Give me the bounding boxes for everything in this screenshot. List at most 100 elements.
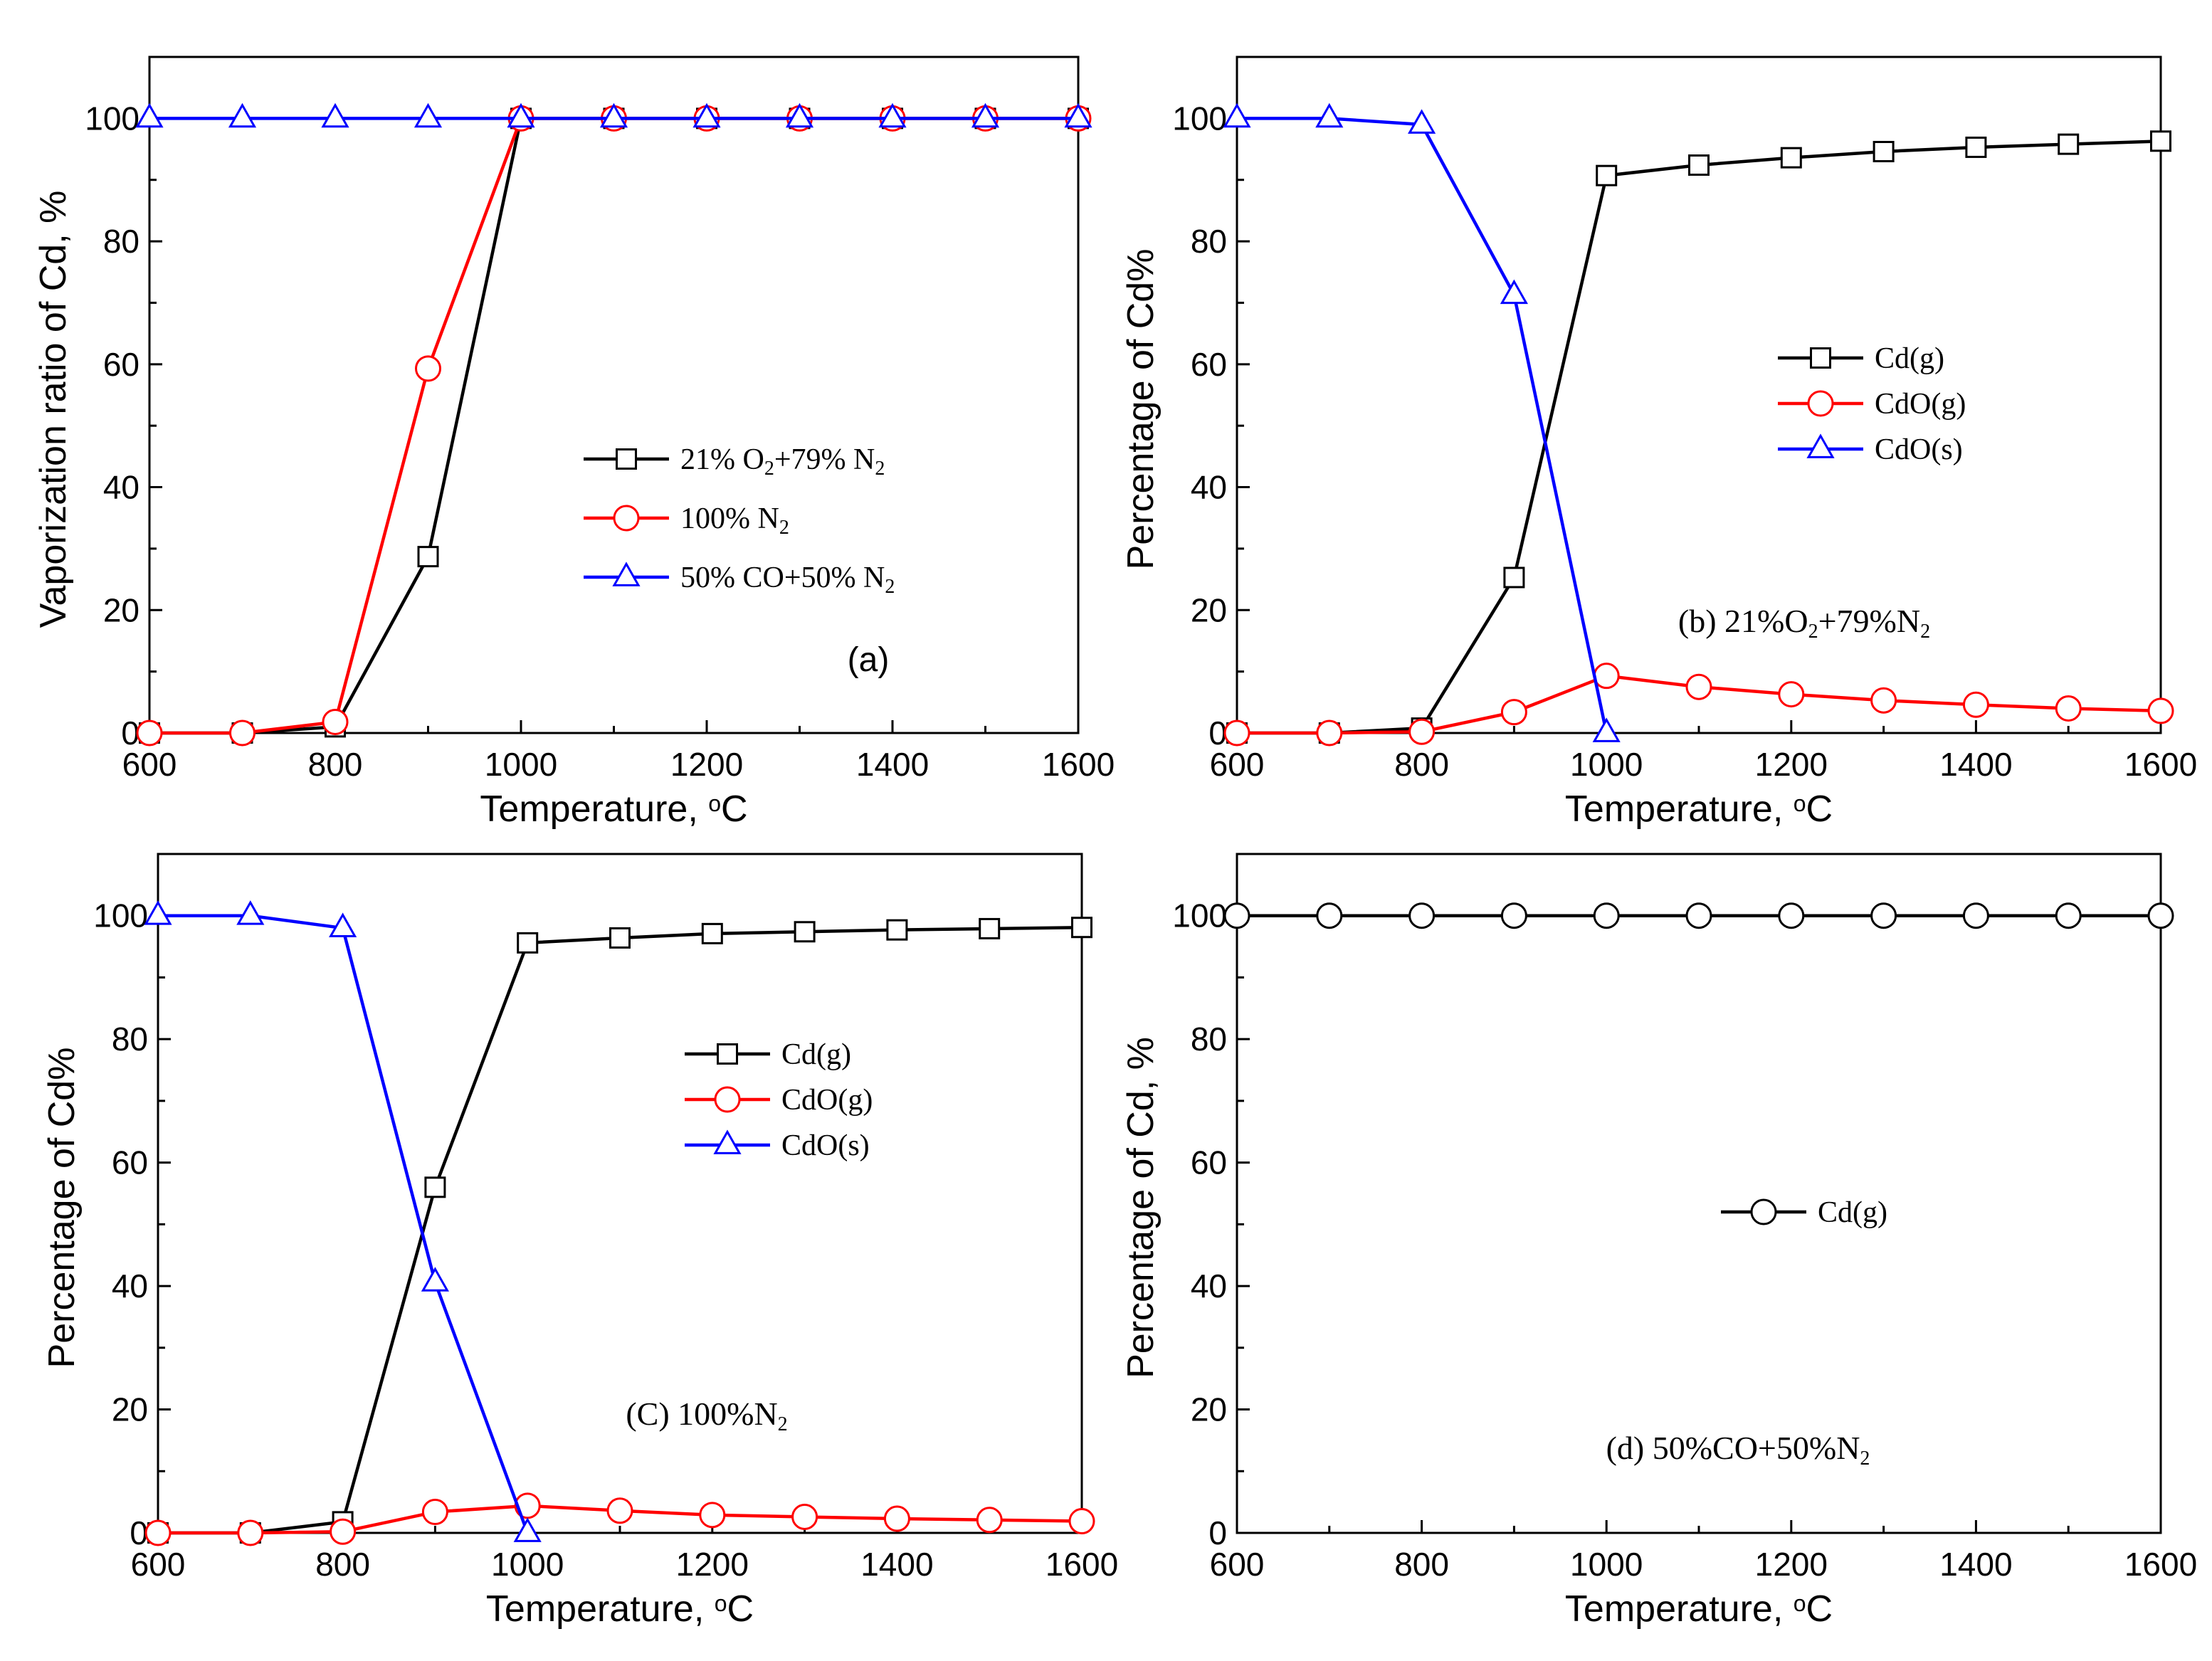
x-tick-label: 1600 <box>2124 746 2197 783</box>
legend-marker <box>1810 347 1831 369</box>
legend-marker <box>714 1086 741 1113</box>
y-tick-label: 100 <box>1172 100 1227 137</box>
series-CdO(g) <box>144 1492 1095 1546</box>
y-tick-label: 60 <box>103 346 139 383</box>
legend-marker <box>1807 390 1834 417</box>
data-point <box>1596 164 1618 186</box>
panel-label: (b) 21%O2+79%N2 <box>1678 603 1930 643</box>
data-point <box>1593 902 1620 929</box>
data-point <box>1685 673 1712 700</box>
data-point <box>1965 136 1987 158</box>
x-tick-label: 1000 <box>485 746 557 783</box>
data-point <box>329 912 357 937</box>
y-axis-title: Percentage of Cd, % <box>1120 1037 1162 1378</box>
panel-label: (d) 50%CO+50%N2 <box>1606 1430 1870 1470</box>
x-axis-title: Temperature, oC <box>486 1588 754 1630</box>
legend-label: CdO(s) <box>1875 433 1963 466</box>
data-point <box>237 1519 264 1546</box>
y-tick-label: 20 <box>103 591 139 628</box>
data-point <box>1064 102 1092 128</box>
data-point <box>421 1267 449 1292</box>
legend-marker <box>713 1129 742 1154</box>
series-21% O2+79% N2 <box>139 107 1089 744</box>
data-point <box>1316 719 1343 747</box>
series-line <box>1237 139 2161 735</box>
y-tick-label: 40 <box>112 1267 148 1304</box>
data-point <box>599 102 628 128</box>
series-line <box>1237 117 1608 734</box>
legend-label: Cd(g) <box>1875 342 1944 375</box>
series-Cd(g) <box>1226 130 2171 744</box>
data-point <box>1870 902 1897 929</box>
data-point <box>2147 697 2174 724</box>
legend-marker <box>1806 433 1835 458</box>
x-tick-label: 1600 <box>1046 1546 1118 1583</box>
y-tick-label: 100 <box>1172 897 1227 934</box>
legend-label: 50% CO+50% N2 <box>680 561 895 598</box>
series-100% N2 <box>136 105 1092 747</box>
x-axis-title: Temperature, oC <box>480 789 747 830</box>
y-tick-label: 60 <box>1191 346 1227 383</box>
x-tick-label: 600 <box>1210 1546 1265 1583</box>
data-point <box>228 102 257 128</box>
data-point <box>979 917 1001 939</box>
series-line <box>158 925 1083 1535</box>
x-tick-label: 600 <box>122 746 177 783</box>
data-point <box>699 1502 726 1529</box>
data-point <box>606 1497 633 1524</box>
legend: Cd(g) CdO(g) CdO(s) <box>1778 342 1966 466</box>
data-point <box>415 355 441 382</box>
data-point <box>1500 902 1527 929</box>
series-CdO(g) <box>1223 663 2174 747</box>
legend-marker <box>612 561 641 586</box>
data-point <box>513 1517 542 1542</box>
plot-frame <box>148 56 1080 734</box>
data-point <box>135 102 164 128</box>
y-axis-title: Percentage of Cd% <box>1120 249 1162 570</box>
data-point <box>1223 719 1250 747</box>
panel-label: (C) 100%N2 <box>626 1396 787 1435</box>
y-tick-label: 80 <box>103 223 139 260</box>
x-axis-title: Temperature, oC <box>1565 1588 1833 1630</box>
data-point <box>1870 687 1897 714</box>
series-Cd(g) <box>1223 902 2174 929</box>
data-point <box>785 102 814 128</box>
x-tick-label: 1400 <box>1939 1546 2012 1583</box>
data-point <box>971 102 1000 128</box>
data-point <box>330 1518 357 1545</box>
data-point <box>1408 109 1436 134</box>
legend-marker <box>613 505 640 532</box>
x-axis-title: Temperature, oC <box>1565 789 1833 830</box>
data-point <box>878 102 907 128</box>
legend-label: Cd(g) <box>781 1038 851 1071</box>
data-point <box>421 1499 448 1526</box>
x-tick-label: 1200 <box>670 746 743 783</box>
legend-label: 100% N2 <box>680 502 789 539</box>
legend-label: Cd(g) <box>1818 1196 1887 1229</box>
legend-label: CdO(g) <box>1875 388 1966 421</box>
legend: 21% O2+79% N2 100% N2 50% CO+50% N2 <box>584 443 895 598</box>
data-point <box>2147 902 2174 929</box>
y-axis-title: Percentage of Cd% <box>41 1048 83 1369</box>
series-50% CO+50% N2 <box>135 102 1092 128</box>
y-tick-label: 80 <box>1191 223 1227 260</box>
x-tick-label: 1200 <box>1755 746 1828 783</box>
data-point <box>883 1505 910 1532</box>
data-point <box>1408 902 1436 929</box>
x-tick-label: 1400 <box>856 746 929 783</box>
x-tick-label: 1600 <box>1042 746 1115 783</box>
legend-marker <box>616 448 637 470</box>
data-point <box>1503 566 1525 589</box>
data-point <box>236 900 265 925</box>
data-point <box>144 900 172 925</box>
data-point <box>1592 717 1621 742</box>
data-point <box>794 921 816 943</box>
data-point <box>507 102 535 128</box>
y-tick-label: 20 <box>1191 591 1227 628</box>
data-point <box>1780 147 1802 169</box>
series-line <box>149 117 1078 735</box>
data-point <box>1685 902 1712 929</box>
legend-label: CdO(g) <box>781 1084 873 1117</box>
y-tick-label: 100 <box>85 100 139 137</box>
